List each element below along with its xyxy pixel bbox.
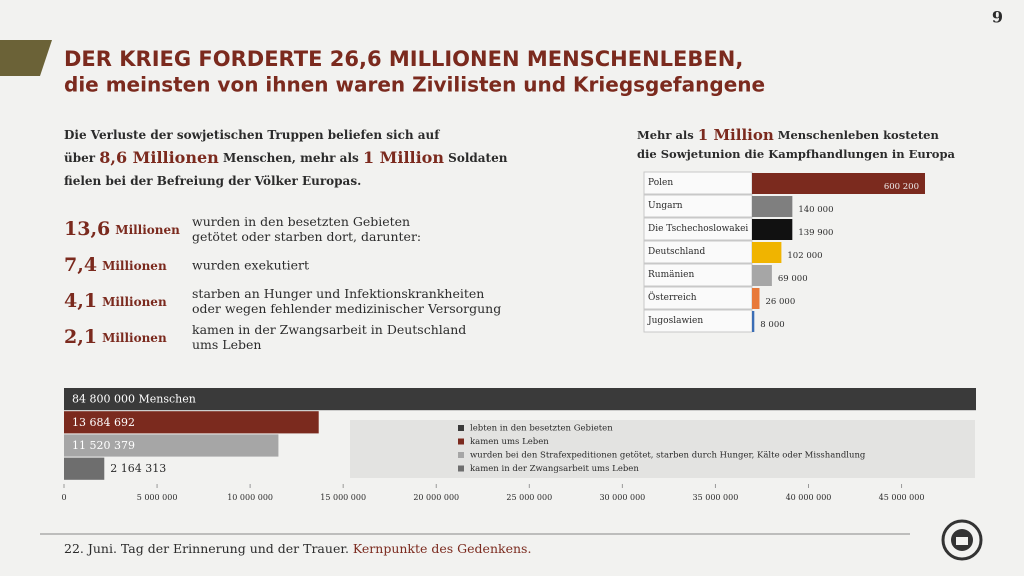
legend-label: kamen in der Zwangsarbeit ums Leben (470, 464, 639, 474)
legend-swatch (458, 438, 464, 445)
text-segment: 8,6 Millionen (99, 148, 219, 167)
logo (941, 519, 983, 561)
category-label: Rumänien (648, 270, 694, 280)
category-label: Polen (648, 178, 673, 188)
text-segment: die Sowjetunion die Kampfhandlungen in E… (637, 147, 956, 161)
text-segment: 22. Juni. Tag der Erinnerung und der Tra… (64, 541, 353, 556)
legend-box (350, 420, 975, 478)
stat-number: 7,4 (64, 254, 97, 276)
bar (64, 411, 319, 434)
text-segment: 1 Million (363, 148, 444, 167)
x-tick-label: 30 000 000 (599, 493, 645, 502)
x-tick-label: 5 000 000 (137, 493, 178, 502)
text-segment: 1 Million (698, 126, 774, 144)
text-segment: Die Verluste der sowjetischen Truppen be… (64, 128, 440, 142)
bar (64, 434, 279, 457)
x-tick-label: 15 000 000 (320, 493, 366, 502)
text-segment: Mehr als (637, 128, 698, 142)
bar (64, 457, 105, 480)
text-segment: Soldaten (444, 151, 508, 165)
intro-line: fielen bei der Befreiung der Völker Euro… (64, 174, 361, 188)
text-segment: Menschenleben kosteten (774, 128, 940, 142)
stat-figure: 4,1 Millionen (64, 290, 167, 312)
x-tick-label: 25 000 000 (506, 493, 552, 502)
footer-text: 22. Juni. Tag der Erinnerung und der Tra… (64, 541, 531, 556)
x-tick-label: 20 000 000 (413, 493, 459, 502)
category-label: Österreich (648, 291, 697, 303)
value-label: 2 164 313 (110, 462, 166, 475)
stat-unit: Millionen (115, 223, 180, 237)
value-label: 600 200 (884, 182, 919, 192)
stat-unit: Millionen (102, 331, 167, 345)
intro-line: über 8,6 Millionen Menschen, mehr als 1 … (64, 148, 508, 167)
title-line: die meinsten von ihnen waren Zivilisten … (64, 73, 765, 97)
value-label: 13 684 692 (72, 416, 135, 429)
value-label: 8 000 (760, 320, 784, 330)
stat-number: 4,1 (64, 290, 97, 312)
x-tick-label: 0 (61, 493, 66, 502)
x-tick-label: 40 000 000 (786, 493, 832, 502)
value-label: 11 520 379 (72, 439, 135, 452)
chart-title: Mehr als 1 Million Menschenleben kostete… (637, 126, 939, 144)
stat-unit: Millionen (102, 259, 167, 273)
value-label: 69 000 (778, 274, 808, 284)
value-label: 84 800 000 Menschen (72, 393, 196, 406)
bar (64, 388, 976, 411)
x-tick-label: 10 000 000 (227, 493, 273, 502)
value-label: 139 900 (798, 228, 833, 238)
bar (752, 288, 760, 309)
bar (752, 265, 772, 286)
text-segment: über (64, 151, 99, 165)
category-label: Die Tschechoslowakei (648, 224, 748, 234)
stat-text: ums Leben (192, 337, 261, 352)
page-number: 9 (992, 8, 1003, 27)
title-line: DER KRIEG FORDERTE 26,6 MILLIONEN MENSCH… (64, 47, 743, 71)
value-label: 102 000 (787, 251, 822, 261)
title-tag (0, 40, 52, 76)
stat-figure: 7,4 Millionen (64, 254, 167, 276)
text-segment: Kernpunkte des Gedenkens. (353, 541, 532, 556)
stat-unit: Millionen (102, 295, 167, 309)
stat-text: kamen in der Zwangsarbeit in Deutschland (192, 322, 466, 337)
chart-title: die Sowjetunion die Kampfhandlungen in E… (637, 147, 956, 161)
bar (752, 219, 793, 240)
legend-label: lebten in den besetzten Gebieten (470, 424, 613, 434)
category-label: Deutschland (648, 247, 705, 257)
legend-label: wurden bei den Strafexpeditionen getötet… (470, 451, 866, 461)
stat-number: 13,6 (64, 218, 110, 240)
bar (752, 242, 782, 263)
stat-text: getötet oder starben dort, darunter: (192, 229, 421, 244)
value-label: 140 000 (798, 205, 833, 215)
legend-label: kamen ums Leben (470, 437, 549, 447)
legend-swatch (458, 425, 464, 431)
x-tick-label: 45 000 000 (879, 493, 925, 502)
category-label: Jugoslawien (647, 316, 703, 326)
x-tick-label: 35 000 000 (693, 493, 739, 502)
stat-text: starben an Hunger und Infektionskrankhei… (192, 286, 484, 301)
legend-swatch (458, 452, 464, 458)
stat-text: wurden in den besetzten Gebieten (192, 214, 410, 229)
bar (752, 196, 793, 217)
bar (752, 311, 755, 332)
text-segment: Menschen, mehr als (219, 151, 363, 165)
value-label: 26 000 (765, 297, 795, 307)
stat-figure: 13,6 Millionen (64, 218, 180, 240)
bar (752, 173, 925, 194)
category-label: Ungarn (648, 201, 683, 211)
legend-swatch (458, 465, 464, 472)
intro-line: Die Verluste der sowjetischen Truppen be… (64, 128, 440, 142)
plot (64, 388, 976, 480)
stat-text: oder wegen fehlender medizinischer Verso… (192, 301, 501, 316)
stat-figure: 2,1 Millionen (64, 326, 167, 348)
stat-number: 2,1 (64, 326, 97, 348)
stat-text: wurden exekutiert (192, 258, 309, 273)
text-segment: fielen bei der Befreiung der Völker Euro… (64, 174, 361, 188)
